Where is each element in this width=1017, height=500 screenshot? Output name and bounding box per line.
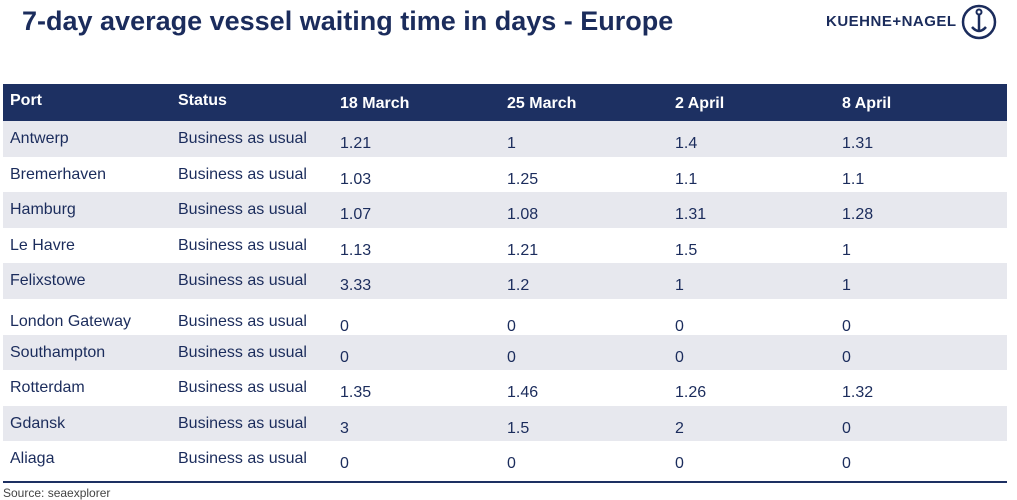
source: Source: seaexplorer bbox=[3, 486, 111, 500]
value-cell: 0 bbox=[842, 419, 851, 437]
port-cell: Antwerp bbox=[10, 130, 69, 147]
table-row bbox=[3, 441, 1007, 477]
port-cell: Felixstowe bbox=[10, 272, 86, 290]
status-cell: Business as usual bbox=[178, 236, 307, 254]
value-cell: 0 bbox=[675, 455, 684, 473]
value-cell: 1.31 bbox=[675, 206, 707, 224]
table-row bbox=[3, 156, 1007, 193]
value-cell: 1.5 bbox=[507, 419, 530, 437]
column-header: Port bbox=[10, 92, 42, 109]
value-cell: 0 bbox=[340, 455, 349, 473]
value-cell: 0 bbox=[842, 348, 851, 366]
value-cell: 1.31 bbox=[842, 135, 874, 152]
logo-text: KUEHNE+NAGEL bbox=[826, 13, 957, 30]
column-header: Status bbox=[178, 92, 227, 109]
value-cell: 0 bbox=[675, 318, 684, 335]
value-cell: 1.4 bbox=[675, 135, 698, 152]
status-cell: Business as usual bbox=[178, 165, 307, 183]
port-cell: Gdansk bbox=[10, 414, 66, 432]
column-header: 2 April bbox=[675, 95, 725, 112]
value-cell: 0 bbox=[842, 318, 851, 335]
port-cell: Le Havre bbox=[10, 236, 75, 254]
value-cell: 1 bbox=[842, 241, 851, 259]
value-cell: 0 bbox=[340, 348, 349, 366]
status-cell: Business as usual bbox=[178, 272, 307, 290]
column-header: 8 April bbox=[842, 95, 892, 112]
value-cell: 0 bbox=[507, 348, 516, 366]
value-cell: 1.08 bbox=[507, 206, 539, 224]
status-cell: Business as usual bbox=[178, 450, 307, 468]
value-cell: 0 bbox=[507, 318, 516, 335]
value-cell: 0 bbox=[842, 455, 851, 473]
value-cell: 1 bbox=[842, 277, 851, 295]
status-cell: Business as usual bbox=[178, 343, 307, 361]
value-cell: 1.07 bbox=[340, 206, 372, 224]
value-cell: 1.32 bbox=[842, 384, 874, 402]
value-cell: 1.25 bbox=[507, 170, 539, 188]
port-cell: Hamburg bbox=[10, 201, 76, 219]
column-header: 18 March bbox=[340, 95, 410, 112]
value-cell: 1.03 bbox=[340, 170, 372, 188]
value-cell: 1.35 bbox=[340, 384, 372, 402]
status-cell: Business as usual bbox=[178, 414, 307, 432]
value-cell: 1.1 bbox=[842, 170, 865, 188]
value-cell: 3.33 bbox=[340, 277, 372, 295]
status-cell: Business as usual bbox=[178, 130, 307, 147]
value-cell: 0 bbox=[340, 318, 349, 335]
column-header: 25 March bbox=[507, 95, 577, 112]
port-cell: Bremerhaven bbox=[10, 165, 107, 183]
value-cell: 1.21 bbox=[340, 135, 372, 152]
port-cell: Aliaga bbox=[10, 450, 55, 468]
value-cell: 1.5 bbox=[675, 241, 698, 259]
status-cell: Business as usual bbox=[178, 201, 307, 219]
value-cell: 1.2 bbox=[507, 277, 530, 295]
value-cell: 0 bbox=[675, 348, 684, 366]
table-row bbox=[3, 370, 1007, 406]
value-cell: 1.21 bbox=[507, 241, 539, 259]
logo-icon bbox=[961, 4, 997, 40]
value-cell: 1.26 bbox=[675, 384, 707, 402]
value-cell: 1.28 bbox=[842, 206, 874, 224]
table-row bbox=[3, 192, 1007, 228]
value-cell: 1 bbox=[675, 277, 684, 295]
port-cell: Southampton bbox=[10, 343, 106, 361]
value-cell: 1.46 bbox=[507, 384, 539, 402]
value-cell: 0 bbox=[507, 455, 516, 473]
table-row bbox=[3, 334, 1007, 371]
table-row bbox=[3, 121, 1007, 157]
status-cell: Business as usual bbox=[178, 313, 307, 330]
port-cell: Rotterdam bbox=[10, 379, 85, 397]
table-header bbox=[3, 84, 1007, 121]
table-row bbox=[3, 299, 1007, 335]
value-cell: 1.1 bbox=[675, 170, 698, 188]
table-row bbox=[3, 227, 1007, 264]
value-cell: 3 bbox=[340, 419, 349, 437]
value-cell: 1.13 bbox=[340, 241, 372, 259]
status-cell: Business as usual bbox=[178, 379, 307, 397]
table-row bbox=[3, 263, 1007, 299]
table-rule bbox=[3, 481, 1007, 483]
value-cell: 2 bbox=[675, 419, 684, 437]
value-cell: 1 bbox=[507, 135, 516, 152]
title: 7-day average vessel waiting time in day… bbox=[22, 6, 674, 36]
port-cell: London Gateway bbox=[10, 313, 131, 330]
table-row bbox=[3, 405, 1007, 442]
